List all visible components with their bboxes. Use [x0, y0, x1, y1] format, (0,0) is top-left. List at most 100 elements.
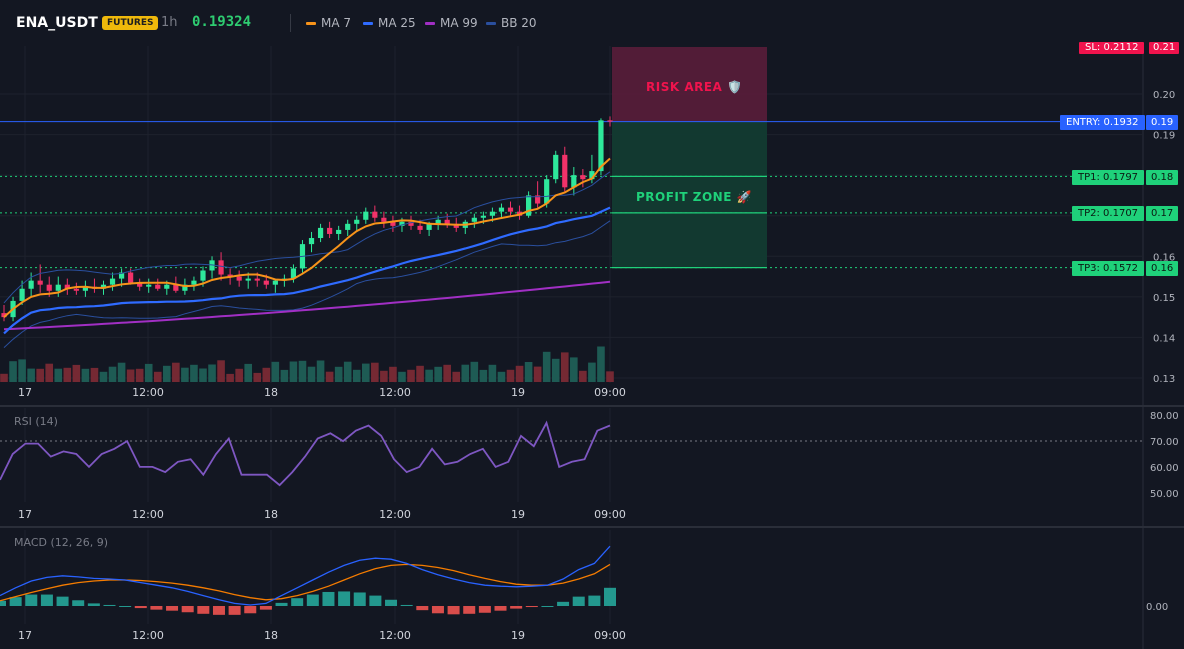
- volume-bar: [434, 366, 442, 382]
- volume-bar: [524, 362, 533, 382]
- candle-body: [525, 195, 532, 216]
- time-tick-label: 12:00: [132, 629, 164, 642]
- candle-body: [64, 284, 70, 289]
- macd-panel-title: MACD (12, 26, 9): [14, 536, 109, 549]
- volume-bar: [380, 370, 388, 382]
- candle-body: [363, 211, 369, 220]
- price-tick-label: 0.20: [1153, 90, 1175, 101]
- rsi-tick-label: 60.00: [1150, 463, 1179, 474]
- macd-histogram-bar: [463, 606, 476, 614]
- volume-bar: [99, 371, 108, 382]
- candle-body: [254, 278, 260, 281]
- volume-bar: [398, 371, 406, 382]
- macd-histogram-bar: [369, 595, 382, 606]
- macd-histogram-bar: [338, 591, 351, 606]
- macd-histogram-bar: [322, 591, 335, 606]
- macd-histogram-bar: [510, 606, 523, 609]
- volume-bar: [217, 360, 225, 382]
- volume-bar: [588, 362, 596, 382]
- volume-bar: [470, 361, 479, 382]
- macd-histogram-bar: [72, 600, 85, 606]
- macd-histogram-bar: [87, 603, 100, 606]
- macd-histogram-bar: [525, 606, 538, 608]
- macd-histogram-bar: [275, 602, 288, 606]
- volume-bar: [488, 364, 497, 382]
- price-tick-label: 0.13: [1153, 374, 1175, 385]
- volume-bar: [72, 364, 81, 382]
- volume-bar: [135, 368, 144, 382]
- candle-body: [327, 227, 333, 234]
- candle-body: [535, 195, 541, 204]
- volume-bar: [579, 370, 587, 382]
- rsi-tick-label: 50.00: [1150, 489, 1179, 500]
- candle-body: [345, 223, 351, 230]
- time-tick-label: 17: [18, 629, 32, 642]
- candle-body: [182, 284, 188, 291]
- macd-histogram-bar: [385, 599, 398, 606]
- candle-body: [372, 211, 378, 218]
- price-tick-label: 0.19: [1153, 131, 1175, 142]
- macd-histogram-bar: [604, 587, 616, 606]
- volume-bar: [153, 371, 162, 382]
- candle-body: [571, 175, 577, 188]
- volume-bar: [542, 351, 551, 382]
- candle-body: [236, 276, 242, 281]
- candle-body: [263, 280, 269, 285]
- candle-body: [191, 280, 197, 285]
- rsi-tick-label: 80.00: [1150, 411, 1179, 422]
- candle-body: [164, 284, 170, 289]
- time-tick-label: 12:00: [379, 629, 411, 642]
- tp3-axis-badge: 0.16: [1146, 261, 1179, 276]
- time-tick-label: 12:00: [379, 508, 411, 521]
- macd-histogram-bar: [166, 606, 179, 611]
- entry-level-label: ENTRY: 0.1932: [1060, 115, 1145, 130]
- macd-histogram-bar: [103, 604, 116, 606]
- macd-histogram-bar: [9, 597, 22, 606]
- volume-bar: [307, 366, 316, 382]
- volume-bar: [425, 369, 433, 382]
- ma7-line: [3, 157, 611, 318]
- macd-histogram-bar: [228, 606, 241, 615]
- macd-histogram-bar: [588, 595, 601, 606]
- macd-histogram-bar: [212, 606, 225, 615]
- volume-bar: [389, 366, 397, 382]
- risk-zone: [612, 47, 767, 122]
- volume-bar: [280, 369, 289, 382]
- time-tick-label: 19: [511, 508, 525, 521]
- macd-tick-label: 0.00: [1146, 602, 1168, 613]
- profit-zone-label: PROFIT ZONE 🚀: [636, 190, 753, 204]
- volume-bar: [497, 371, 506, 382]
- entry-axis-badge: 0.19: [1146, 115, 1179, 130]
- candle-body: [227, 274, 233, 277]
- candle-body: [598, 120, 604, 172]
- candle-body: [426, 223, 432, 230]
- time-tick-label: 17: [18, 508, 32, 521]
- volume-bar: [407, 369, 415, 382]
- price-tick-label: 0.16: [1153, 252, 1175, 263]
- candle-body: [390, 221, 396, 226]
- time-tick-label: 12:00: [132, 386, 164, 399]
- volume-bar: [533, 366, 542, 382]
- time-tick-label: 09:00: [594, 629, 626, 642]
- volume-bar: [597, 346, 605, 382]
- time-tick-label: 09:00: [594, 508, 626, 521]
- candle-body: [137, 282, 143, 287]
- candle-body: [290, 268, 297, 279]
- candle-body: [155, 284, 161, 289]
- volume-bar: [416, 365, 424, 382]
- bb-lower-line: [3, 220, 611, 348]
- candle-body: [589, 171, 595, 180]
- candle-body: [471, 217, 477, 222]
- time-tick-label: 12:00: [379, 386, 411, 399]
- candle-body: [381, 217, 387, 222]
- tp1-axis-badge: 0.18: [1146, 170, 1179, 185]
- candle-body: [173, 284, 179, 291]
- volume-bar: [0, 373, 8, 382]
- time-tick-label: 18: [264, 629, 278, 642]
- candle-body: [480, 215, 486, 218]
- macd-histogram-bar: [353, 592, 366, 606]
- macd-histogram-bar: [40, 594, 53, 606]
- rsi-panel-title: RSI (14): [14, 415, 58, 428]
- volume-bar: [334, 366, 343, 382]
